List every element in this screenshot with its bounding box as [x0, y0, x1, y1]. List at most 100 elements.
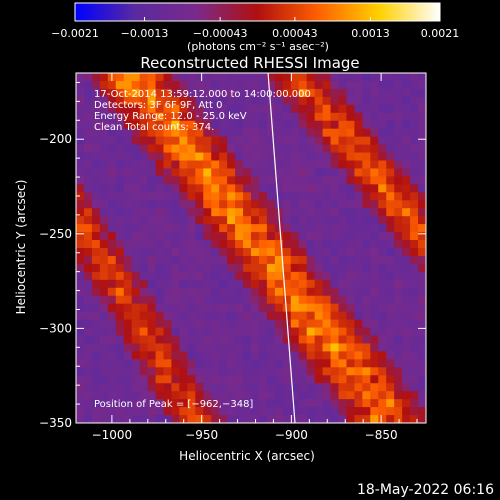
heatmap-cell	[394, 263, 403, 273]
heatmap-cell	[266, 359, 276, 368]
heatmap-cell	[338, 311, 347, 321]
heatmap-cell	[243, 160, 252, 169]
heatmap-cell	[258, 359, 268, 368]
heatmap-cell	[235, 216, 244, 225]
heatmap-cell	[410, 73, 419, 82]
heatmap-cell	[370, 232, 379, 241]
heatmap-cell	[402, 104, 411, 114]
heatmap-cell	[306, 399, 316, 408]
heatmap-cell	[274, 128, 284, 138]
heatmap-cell	[195, 303, 204, 313]
heatmap-cell	[131, 96, 141, 106]
heatmap-cell	[187, 335, 196, 344]
heatmap-cell	[330, 128, 339, 138]
heatmap-cell	[235, 335, 244, 344]
heatmap-cell	[107, 120, 117, 130]
heatmap-cell	[163, 73, 172, 82]
heatmap-cell	[418, 160, 426, 169]
heatmap-cell	[195, 335, 204, 344]
heatmap-cell	[187, 88, 196, 98]
heatmap-cell	[171, 112, 180, 122]
heatmap-cell	[123, 184, 133, 193]
heatmap-cell	[76, 232, 85, 241]
heatmap-cell	[147, 415, 157, 423]
heatmap-cell	[354, 200, 363, 209]
heatmap-cell	[258, 176, 268, 185]
heatmap-cell	[394, 232, 403, 241]
heatmap-cell	[394, 255, 403, 265]
heatmap-cell	[219, 407, 228, 416]
heatmap-cell	[314, 399, 324, 408]
heatmap-cell	[251, 184, 260, 193]
heatmap-cell	[378, 176, 387, 185]
heatmap-cell	[139, 104, 149, 114]
heatmap-cell	[203, 335, 212, 344]
heatmap-cell	[139, 192, 149, 201]
heatmap-cell	[155, 311, 164, 321]
colorbar-unit-label: (photons cm⁻² s⁻¹ asec⁻²)	[187, 40, 329, 53]
heatmap-cell	[402, 263, 411, 273]
heatmap-cell	[147, 184, 157, 193]
heatmap-cell	[227, 200, 236, 209]
heatmap-cell	[298, 168, 308, 177]
heatmap-cell	[187, 152, 196, 161]
heatmap-cell	[378, 232, 387, 241]
heatmap-cell	[386, 200, 395, 209]
heatmap-cell	[362, 263, 371, 273]
heatmap-cell	[251, 287, 260, 297]
heatmap-cell	[99, 144, 109, 154]
heatmap-cell	[147, 248, 157, 257]
heatmap-cell	[282, 200, 292, 209]
heatmap-cell	[76, 359, 85, 368]
heatmap-cell	[322, 319, 332, 329]
heatmap-cell	[187, 216, 196, 225]
axis-ticks: −1000 −950 −900 −850−200−250−300−350	[39, 73, 426, 442]
heatmap-cell	[418, 263, 426, 273]
heatmap-cell	[235, 295, 244, 305]
heatmap-cell	[123, 112, 133, 122]
heatmap-cell	[298, 80, 308, 90]
heatmap-cell	[330, 263, 339, 273]
heatmap-cell	[251, 367, 260, 376]
heatmap-cell	[410, 303, 419, 313]
heatmap-cell	[290, 136, 300, 146]
heatmap-cell	[370, 255, 379, 265]
heatmap-cell	[219, 144, 228, 154]
heatmap-cell	[402, 255, 411, 265]
heatmap-cell	[131, 88, 141, 98]
heatmap-cell	[258, 96, 268, 106]
heatmap-cell	[187, 144, 196, 154]
heatmap-cell	[171, 407, 180, 416]
heatmap-cell	[163, 128, 172, 138]
heatmap-cell	[235, 104, 244, 114]
heatmap-cell	[378, 351, 387, 360]
heatmap-cell	[354, 255, 363, 265]
heatmap-cell	[139, 136, 149, 146]
heatmap-cell	[219, 240, 228, 249]
heatmap-cell	[243, 255, 252, 265]
heatmap-cell	[258, 279, 268, 289]
heatmap-cell	[219, 391, 228, 400]
colorbar-tick-label: 0.0013	[351, 27, 390, 40]
heatmap-cell	[410, 327, 419, 336]
heatmap-cell	[131, 359, 141, 368]
heatmap-cell	[139, 383, 149, 392]
heatmap-cell	[91, 391, 101, 400]
heatmap-cell	[235, 343, 244, 352]
heatmap-cell	[147, 136, 157, 146]
heatmap-cell	[203, 168, 212, 177]
heatmap-cell	[362, 96, 371, 106]
heatmap-cell	[298, 343, 308, 352]
heatmap-cell	[290, 255, 300, 265]
heatmap-cell	[314, 160, 324, 169]
heatmap-cell	[179, 208, 188, 217]
heatmap-cell	[83, 168, 93, 177]
heatmap-cell	[99, 311, 109, 321]
heatmap-cell	[171, 144, 180, 154]
heatmap-cell	[338, 152, 347, 161]
heatmap-cell	[107, 216, 117, 225]
heatmap-cell	[274, 192, 284, 201]
heatmap-cell	[402, 224, 411, 233]
heatmap-cell	[179, 319, 188, 329]
heatmap-cell	[219, 152, 228, 161]
